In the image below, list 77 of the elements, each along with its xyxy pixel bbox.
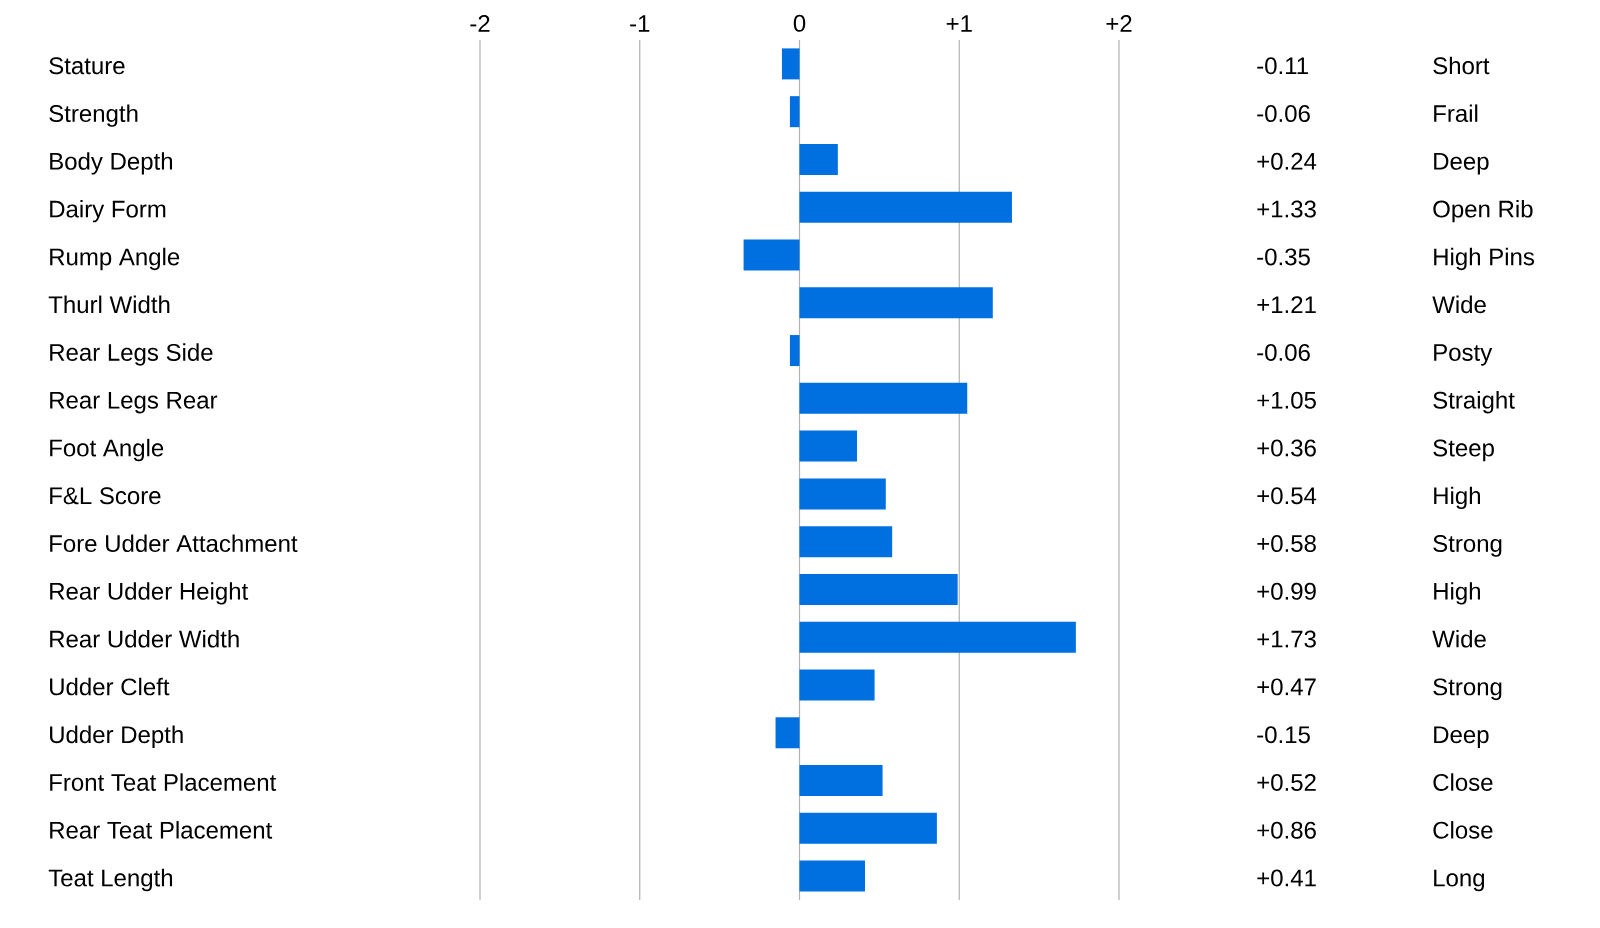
text: Close	[1433, 773, 1493, 791]
y-tick-label: Rear Udder Width	[50, 629, 239, 648]
bar	[799, 430, 858, 462]
y-tick-label: Front Teat Placement	[50, 773, 277, 791]
x-tick-label: +1	[946, 15, 972, 32]
y-tick-label: F&L Score	[50, 487, 161, 505]
data-label: +0.99	[1257, 582, 1316, 600]
bar	[781, 48, 800, 80]
bar	[799, 669, 875, 701]
y-tick-label: Teat Length	[48, 868, 173, 892]
text: Open Rib	[1433, 199, 1533, 223]
bar	[743, 239, 800, 271]
text: Long	[1434, 869, 1485, 892]
bar	[799, 382, 968, 414]
data-label: +0.36	[1257, 439, 1316, 457]
bar	[789, 335, 800, 367]
y-tick-label: Rump Angle	[50, 247, 180, 271]
y-tick-label: Udder Cleft	[50, 677, 170, 696]
data-label: +0.54	[1257, 487, 1317, 505]
bar	[799, 287, 993, 319]
y-tick-label: Foot Angle	[50, 438, 164, 462]
data-label: +0.47	[1257, 678, 1316, 696]
bar	[799, 621, 1076, 653]
text: Strong	[1433, 535, 1502, 557]
y-tick-label: Rear Udder Height	[50, 582, 249, 605]
text: High	[1434, 486, 1480, 510]
bar	[799, 765, 883, 797]
text: Wide	[1432, 295, 1486, 314]
y-tick-label: Strength	[49, 104, 138, 127]
bar	[799, 478, 886, 510]
bar	[789, 96, 800, 128]
bar	[799, 573, 958, 605]
bar	[799, 812, 937, 844]
bar	[799, 526, 893, 558]
text: Wide	[1432, 629, 1486, 648]
y-tick-label: Thurl Width	[48, 295, 170, 314]
x-tick-label: -2	[470, 15, 490, 32]
text: Strong	[1433, 678, 1502, 701]
data-label: +1.21	[1257, 296, 1316, 313]
data-label: +0.52	[1257, 773, 1316, 791]
data-label: -0.06	[1257, 343, 1310, 361]
text: Short	[1433, 56, 1490, 75]
y-tick-label: Rear Teat Placement	[50, 821, 273, 839]
y-tick-label: Stature	[49, 57, 125, 75]
y-tick-label: Rear Legs Side	[50, 343, 213, 366]
text: Frail	[1434, 104, 1478, 123]
data-label: -0.35	[1257, 248, 1310, 266]
x-tick-label: 0	[793, 14, 806, 32]
data-label: +1.05	[1257, 391, 1316, 409]
text: High	[1434, 582, 1480, 605]
data-label: +0.41	[1257, 869, 1316, 887]
data-label: -0.11	[1257, 57, 1308, 75]
y-tick-label: Udder Depth	[50, 725, 183, 748]
x-tick-label: -1	[630, 15, 650, 32]
data-label: +1.33	[1257, 200, 1316, 218]
text: Deep	[1434, 726, 1489, 748]
text: Posty	[1434, 344, 1493, 366]
data-label: -0.06	[1257, 105, 1310, 123]
data-label: +0.24	[1257, 152, 1317, 170]
text: High Pins	[1434, 247, 1535, 271]
bar	[775, 717, 800, 749]
data-label: +0.58	[1257, 535, 1316, 553]
y-tick-label: Dairy Form	[50, 199, 166, 223]
bar	[799, 191, 1012, 223]
y-tick-label: Rear Legs Rear	[50, 391, 218, 414]
bar	[799, 143, 838, 175]
bar	[799, 860, 865, 892]
y-tick-label: Body Depth	[50, 152, 173, 175]
x-tick-label: +2	[1106, 15, 1132, 32]
text: Close	[1433, 821, 1493, 839]
text: Straight	[1433, 391, 1515, 414]
text: Steep	[1433, 439, 1494, 462]
data-label: +1.73	[1257, 630, 1316, 648]
y-tick-label: Fore Udder Attachment	[50, 534, 298, 553]
data-label: +0.86	[1257, 821, 1316, 839]
text: Deep	[1434, 153, 1489, 175]
data-label: -0.15	[1257, 726, 1310, 744]
